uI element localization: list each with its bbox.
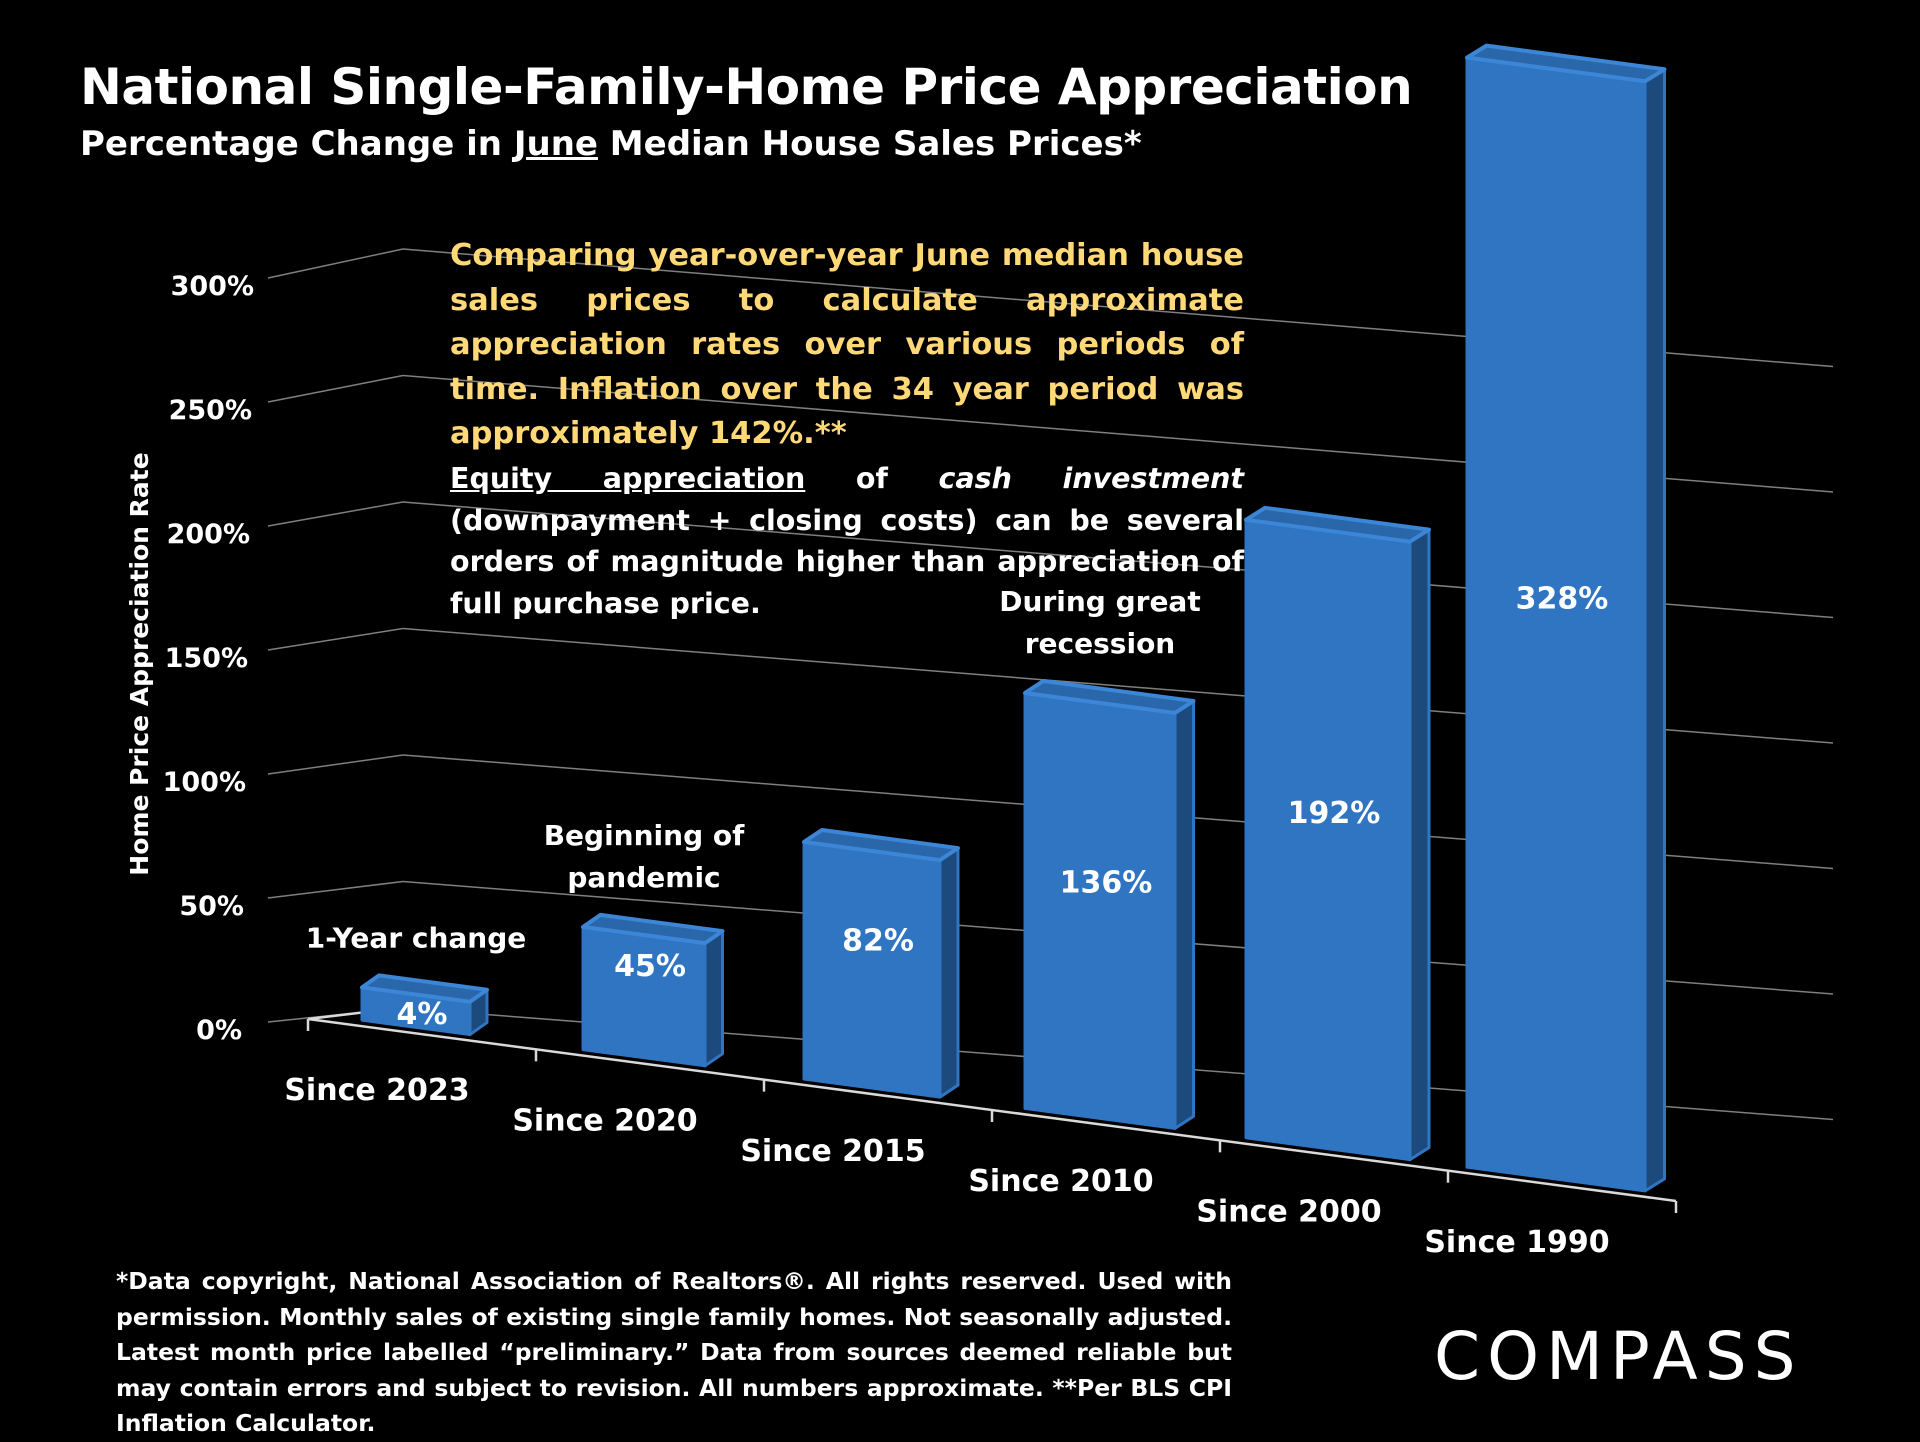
data-footnote: *Data copyright, National Association of… <box>116 1264 1232 1442</box>
x-tick-label: Since 2000 <box>1196 1195 1381 1230</box>
bar-value-label: 45% <box>614 949 686 984</box>
bar-value-label: 4% <box>397 997 448 1032</box>
equity-note-underlined: Equity appreciation <box>450 462 805 495</box>
bar-chart: 0% 50% 100% 150% 200% 250% 300% Home Price Appr… <box>0 0 1920 1440</box>
x-tick-label: Since 1990 <box>1424 1225 1609 1260</box>
x-tick-label: Since 2010 <box>968 1164 1153 1199</box>
equity-note-of: of <box>805 462 938 495</box>
bar-value-label: 328% <box>1516 581 1609 616</box>
y-tick-label: 200% <box>167 519 250 550</box>
bar-value-label: 82% <box>842 923 914 958</box>
x-tick-label: Since 2020 <box>512 1104 697 1139</box>
bar-side <box>1645 69 1665 1191</box>
bar-annotation: recession <box>1025 627 1176 660</box>
gridline-left <box>268 882 403 899</box>
x-tick-label: Since 2015 <box>740 1134 925 1169</box>
y-tick-label: 150% <box>165 643 248 674</box>
bar <box>583 927 705 1066</box>
bar-annotation: pandemic <box>567 861 720 894</box>
bar-value-label: 136% <box>1060 866 1153 901</box>
compass-logo: COMPASS <box>1434 1318 1803 1395</box>
gridline-left <box>268 376 403 403</box>
bar-annotation: Beginning of <box>544 819 745 852</box>
bar-side <box>705 931 723 1066</box>
gridline-left <box>268 249 403 278</box>
bar-side <box>1410 530 1429 1160</box>
equity-note-italic: cash investment <box>939 462 1244 495</box>
y-tick-label: 0% <box>196 1015 242 1046</box>
equity-note-rest: (downpayment + closing costs) can be sev… <box>450 504 1244 620</box>
equity-note: Equity appreciation of cash investment (… <box>450 458 1244 624</box>
bar <box>804 842 940 1097</box>
bar <box>1467 58 1645 1191</box>
x-tick-label: Since 2023 <box>284 1073 469 1108</box>
appreciation-note: Comparing year-over-year June median hou… <box>450 234 1244 457</box>
y-axis-label: Home Price Appreciation Rate <box>125 452 154 875</box>
bar <box>1246 520 1410 1160</box>
bar <box>1025 693 1175 1128</box>
bar-side <box>1175 701 1194 1128</box>
y-tick-label: 100% <box>163 767 246 798</box>
gridline-left <box>268 755 403 774</box>
y-tick-label: 250% <box>169 395 252 426</box>
gridline-left <box>268 502 403 526</box>
y-tick-label: 50% <box>179 891 244 922</box>
gridline-left <box>268 629 403 651</box>
y-tick-label: 300% <box>171 271 254 302</box>
bar-value-label: 192% <box>1288 796 1381 831</box>
bar-side <box>940 848 958 1097</box>
bar-annotation: 1-Year change <box>306 921 527 954</box>
